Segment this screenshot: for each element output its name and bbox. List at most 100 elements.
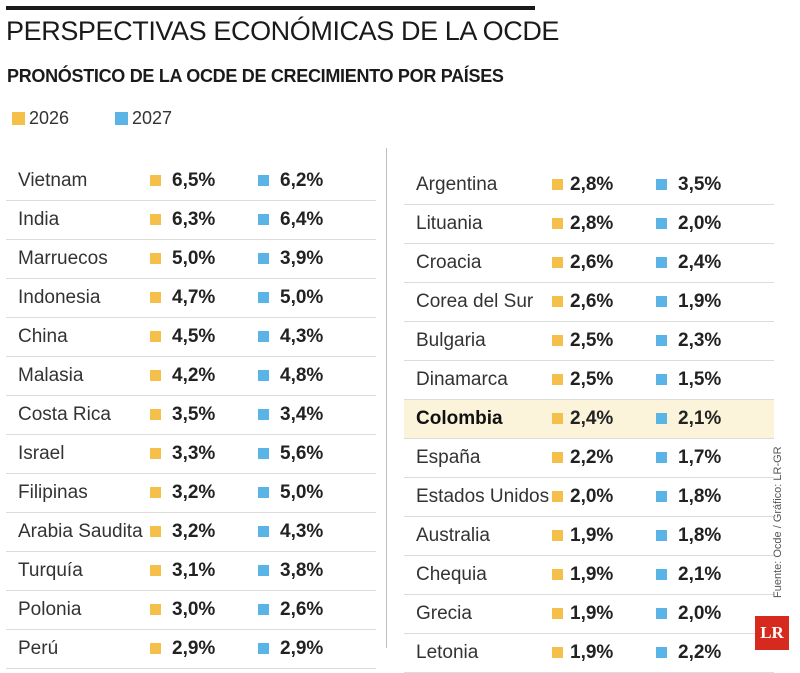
country-name: Australia: [416, 525, 490, 546]
value-2026: 1,9%: [570, 564, 614, 585]
marker-2026: [150, 409, 161, 420]
marker-2027: [656, 218, 667, 229]
value-2027: 2,6%: [280, 599, 324, 620]
value-2027: 5,6%: [280, 443, 324, 464]
marker-2026: [150, 331, 161, 342]
value-2027: 2,1%: [678, 408, 722, 429]
marker-2027: [258, 448, 269, 459]
marker-2027: [656, 413, 667, 424]
value-2026: 6,5%: [172, 170, 216, 191]
marker-2026: [150, 526, 161, 537]
country-name: Filipinas: [18, 482, 88, 503]
value-2026: 3,2%: [172, 482, 216, 503]
marker-2026: [150, 487, 161, 498]
marker-2026: [552, 647, 563, 658]
country-name: Indonesia: [18, 287, 101, 308]
marker-2026: [552, 374, 563, 385]
table-row: Israel 3,3% 5,6%: [6, 435, 376, 474]
value-2026: 2,5%: [570, 369, 614, 390]
value-2026: 3,5%: [172, 404, 216, 425]
country-name: India: [18, 209, 60, 230]
country-name: Marruecos: [18, 248, 108, 269]
country-name: Malasia: [18, 365, 84, 386]
table-row: Croacia 2,6% 2,4%: [404, 244, 774, 283]
marker-2027: [656, 374, 667, 385]
table-row: Letonia 1,9% 2,2%: [404, 634, 774, 673]
value-2026: 2,8%: [570, 174, 614, 195]
marker-2027: [656, 179, 667, 190]
country-name: Bulgaria: [416, 330, 486, 351]
country-name: Colombia: [416, 408, 503, 429]
marker-2026: [552, 218, 563, 229]
value-2027: 3,9%: [280, 248, 324, 269]
table-row: Bulgaria 2,5% 2,3%: [404, 322, 774, 361]
marker-2026: [552, 179, 563, 190]
value-2027: 1,9%: [678, 291, 722, 312]
country-name: Costa Rica: [18, 404, 111, 425]
country-name: Lituania: [416, 213, 483, 234]
value-2027: 2,1%: [678, 564, 722, 585]
table-row: Chequia 1,9% 2,1%: [404, 556, 774, 595]
marker-2027: [656, 647, 667, 658]
value-2026: 2,5%: [570, 330, 614, 351]
value-2027: 1,7%: [678, 447, 722, 468]
table-column-right: Argentina 2,8% 3,5% Lituania 2,8% 2,0% Croacia…: [404, 166, 774, 673]
marker-2026: [552, 296, 563, 307]
value-2026: 2,6%: [570, 252, 614, 273]
marker-2027: [258, 331, 269, 342]
country-name: Grecia: [416, 603, 472, 624]
table-row: Vietnam 6,5% 6,2%: [6, 162, 376, 201]
marker-2027: [258, 253, 269, 264]
country-name: Polonia: [18, 599, 82, 620]
legend-swatch-2027: [115, 111, 128, 125]
marker-2027: [258, 370, 269, 381]
page-title: PERSPECTIVAS ECONÓMICAS DE LA OCDE: [6, 16, 560, 46]
value-2026: 2,8%: [570, 213, 614, 234]
value-2027: 5,0%: [280, 287, 324, 308]
table-row: Turquía 3,1% 3,8%: [6, 552, 376, 591]
marker-2026: [150, 604, 161, 615]
table-row: Indonesia 4,7% 5,0%: [6, 279, 376, 318]
value-2027: 6,2%: [280, 170, 324, 191]
table-row: Estados Unidos 2,0% 1,8%: [404, 478, 774, 517]
marker-2027: [656, 296, 667, 307]
marker-2027: [656, 608, 667, 619]
marker-2027: [258, 409, 269, 420]
marker-2027: [258, 292, 269, 303]
value-2027: 4,8%: [280, 365, 324, 386]
legend-item-2027: 2027: [115, 106, 172, 130]
country-name: China: [18, 326, 68, 347]
marker-2026: [552, 257, 563, 268]
marker-2027: [656, 530, 667, 541]
marker-2026: [150, 370, 161, 381]
value-2026: 6,3%: [172, 209, 216, 230]
table-row: Arabia Saudita 3,2% 4,3%: [6, 513, 376, 552]
country-name: Dinamarca: [416, 369, 508, 390]
value-2027: 1,8%: [678, 525, 722, 546]
top-rule: [6, 6, 535, 10]
value-2026: 2,6%: [570, 291, 614, 312]
table-row: China 4,5% 4,3%: [6, 318, 376, 357]
marker-2026: [150, 448, 161, 459]
value-2026: 4,7%: [172, 287, 216, 308]
legend-item-2026: 2026: [12, 106, 69, 130]
value-2027: 2,0%: [678, 213, 722, 234]
marker-2027: [656, 491, 667, 502]
marker-2027: [656, 569, 667, 580]
marker-2026: [150, 565, 161, 576]
marker-2027: [656, 335, 667, 346]
country-name: Turquía: [18, 560, 83, 581]
country-name: Estados Unidos: [416, 486, 550, 507]
value-2027: 4,3%: [280, 521, 324, 542]
country-name: Arabia Saudita: [18, 521, 143, 542]
column-divider: [386, 148, 387, 648]
chart-subtitle: PRONÓSTICO DE LA OCDE DE CRECIMIENTO POR…: [7, 66, 504, 86]
value-2027: 3,4%: [280, 404, 324, 425]
legend-label-2027: 2027: [132, 107, 173, 128]
marker-2026: [552, 413, 563, 424]
marker-2026: [150, 214, 161, 225]
marker-2026: [552, 530, 563, 541]
country-name: Vietnam: [18, 170, 88, 191]
table-row: Grecia 1,9% 2,0%: [404, 595, 774, 634]
value-2026: 1,9%: [570, 642, 614, 663]
